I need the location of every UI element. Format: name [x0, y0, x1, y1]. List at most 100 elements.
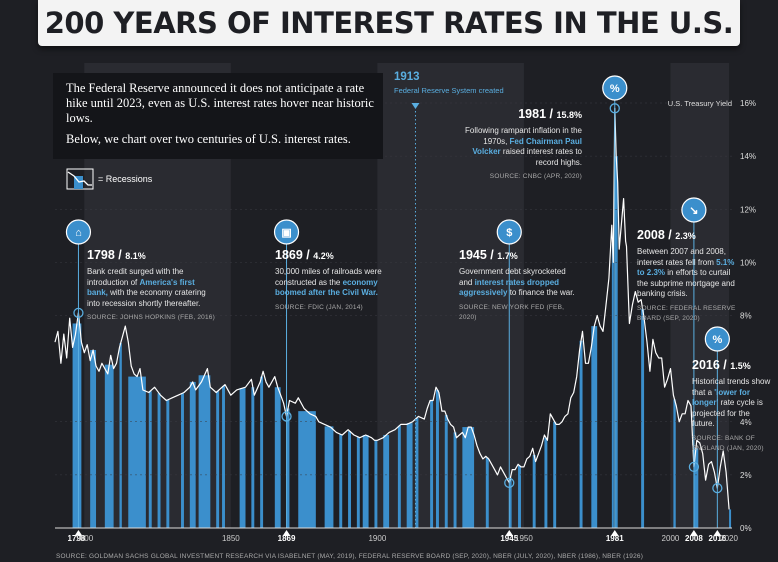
recession-bar: [356, 437, 360, 528]
note-icon-glyph-2008: ↘: [689, 205, 698, 217]
recession-bar: [286, 408, 290, 528]
y-tick-label: 10%: [740, 258, 756, 267]
y-tick-label: 14%: [740, 152, 756, 161]
recession-bar: [119, 343, 122, 528]
note-icon-glyph-1945: $: [506, 227, 512, 239]
annotation-1913: 1913 Federal Reserve System created: [394, 71, 504, 95]
recession-bar: [166, 399, 170, 528]
note-icon-2016: [704, 326, 730, 352]
annotation-1913-label: Federal Reserve System created: [394, 86, 504, 95]
note-source: SOURCE: BANK OF ENGLAND (JAN, 2020): [692, 434, 764, 453]
recession-bar: [406, 423, 413, 528]
x-tick-label: 1800: [75, 534, 93, 543]
note-text: Government debt skyrocketed and interest…: [459, 267, 575, 297]
y-tick-label: 16%: [740, 99, 756, 108]
note-icon-1981: [602, 75, 628, 101]
note-year: 1945 /: [459, 248, 494, 262]
recession-bar: [673, 399, 676, 528]
note-rate: 1.5%: [730, 361, 751, 371]
highlight-point-2008: [688, 461, 700, 473]
recession-bar: [509, 477, 512, 528]
note-2016: 2016 / 1.5% Historical trends show that …: [692, 358, 772, 455]
x-tick-label: 1798: [68, 534, 86, 543]
recession-bar: [239, 388, 246, 528]
y-tick-label: 4%: [740, 418, 752, 427]
x-tick-label: 2008: [685, 534, 703, 543]
recession-bar: [298, 411, 316, 528]
note-icon-glyph-1981: %: [610, 83, 620, 95]
recession-bar: [374, 440, 378, 528]
y-axis: 0% 2% 4% 8% 10% 12% 14% 16% U.S. Treasury Yield: [668, 99, 756, 533]
recession-bar: [614, 156, 618, 528]
note-source: SOURCE: CNBC (APR, 2020): [489, 173, 582, 180]
recession-bar: [641, 308, 645, 528]
note-year: 2016 /: [692, 358, 727, 372]
note-1981: 1981 / 15.8% Following rampant inflation…: [462, 107, 582, 183]
recession-bar: [544, 437, 548, 528]
note-year: 1981 /: [518, 107, 553, 121]
recession-bar: [397, 425, 401, 528]
legend-recessions-label: = Recessions: [98, 174, 153, 184]
footer-source: SOURCE: GOLDMAN SACHS GLOBAL INVESTMENT …: [56, 553, 644, 560]
recession-bar: [222, 385, 225, 528]
recession-bar: [181, 393, 184, 528]
highlight-point-1981: [609, 103, 620, 114]
highlight-point-1798: [73, 307, 84, 318]
decade-band: [670, 63, 730, 528]
recession-bar: [430, 400, 434, 528]
note-1869: 1869 / 4.2% 30,000 miles of railroads we…: [275, 248, 387, 313]
recession-bar: [415, 417, 419, 528]
x-tick-label: 2000: [662, 534, 680, 543]
recession-bar: [90, 350, 97, 528]
intro-paragraph-1: The Federal Reserve announced it does no…: [66, 81, 374, 125]
note-text: Historical trends show that a 'lower for…: [692, 377, 771, 428]
note-source: SOURCE: JOHNS HOPKINS (FEB, 2016): [87, 314, 215, 321]
recession-bar: [553, 421, 557, 528]
recession-bar: [148, 391, 152, 528]
note-icon-1798: [65, 219, 92, 245]
y-tick-label: 2%: [740, 471, 752, 480]
recession-bar: [339, 434, 343, 528]
note-year: 1869 /: [275, 248, 310, 262]
recession-bar: [453, 432, 457, 528]
recession-bar: [104, 364, 114, 528]
x-tick-label: 1900: [368, 534, 386, 543]
event-lines: [411, 103, 420, 528]
x-tick-marker: [282, 530, 291, 536]
recession-bar: [579, 340, 583, 528]
recession-bars: [72, 156, 732, 528]
y-axis-title: U.S. Treasury Yield: [668, 99, 732, 108]
recession-legend-icon: [66, 168, 94, 190]
recession-bar: [128, 376, 146, 528]
decade-band: [377, 63, 524, 528]
note-icon-glyph-2016: %: [712, 334, 722, 346]
note-rate: 2.3%: [675, 231, 696, 241]
note-year: 2008 /: [637, 228, 672, 242]
x-tick-label: 1945: [500, 534, 518, 543]
recession-bar: [72, 323, 82, 528]
recession-bar: [518, 465, 521, 528]
x-tick-marker: [610, 530, 619, 536]
note-source: SOURCE: FEDERAL RESERVE BOARD (SEP, 2020…: [637, 304, 736, 323]
y-tick-label: 12%: [740, 205, 756, 214]
recession-bar: [216, 391, 220, 528]
recession-bar: [362, 435, 369, 528]
recession-bar: [435, 389, 439, 528]
note-icon-glyph-1798: ⌂: [75, 227, 82, 239]
note-text: 30,000 miles of railroads were construct…: [275, 267, 382, 297]
note-year: 1798 /: [87, 248, 122, 262]
legend: = Recessions: [66, 168, 152, 190]
note-rate: 4.2%: [313, 251, 334, 261]
intro-box: The Federal Reserve announced it does no…: [53, 73, 383, 159]
note-text: Bank credit surged with the introduction…: [87, 267, 206, 308]
highlight-markers: ⌂ ▣ $% ↘%: [65, 75, 730, 528]
recession-bar: [189, 381, 196, 528]
x-tick-marker: [74, 530, 83, 536]
recession-bar: [611, 243, 614, 528]
recession-bar: [274, 387, 281, 528]
recession-bar: [383, 435, 390, 528]
x-tick-label: 2020: [720, 534, 738, 543]
note-icon-1945: [496, 219, 522, 245]
